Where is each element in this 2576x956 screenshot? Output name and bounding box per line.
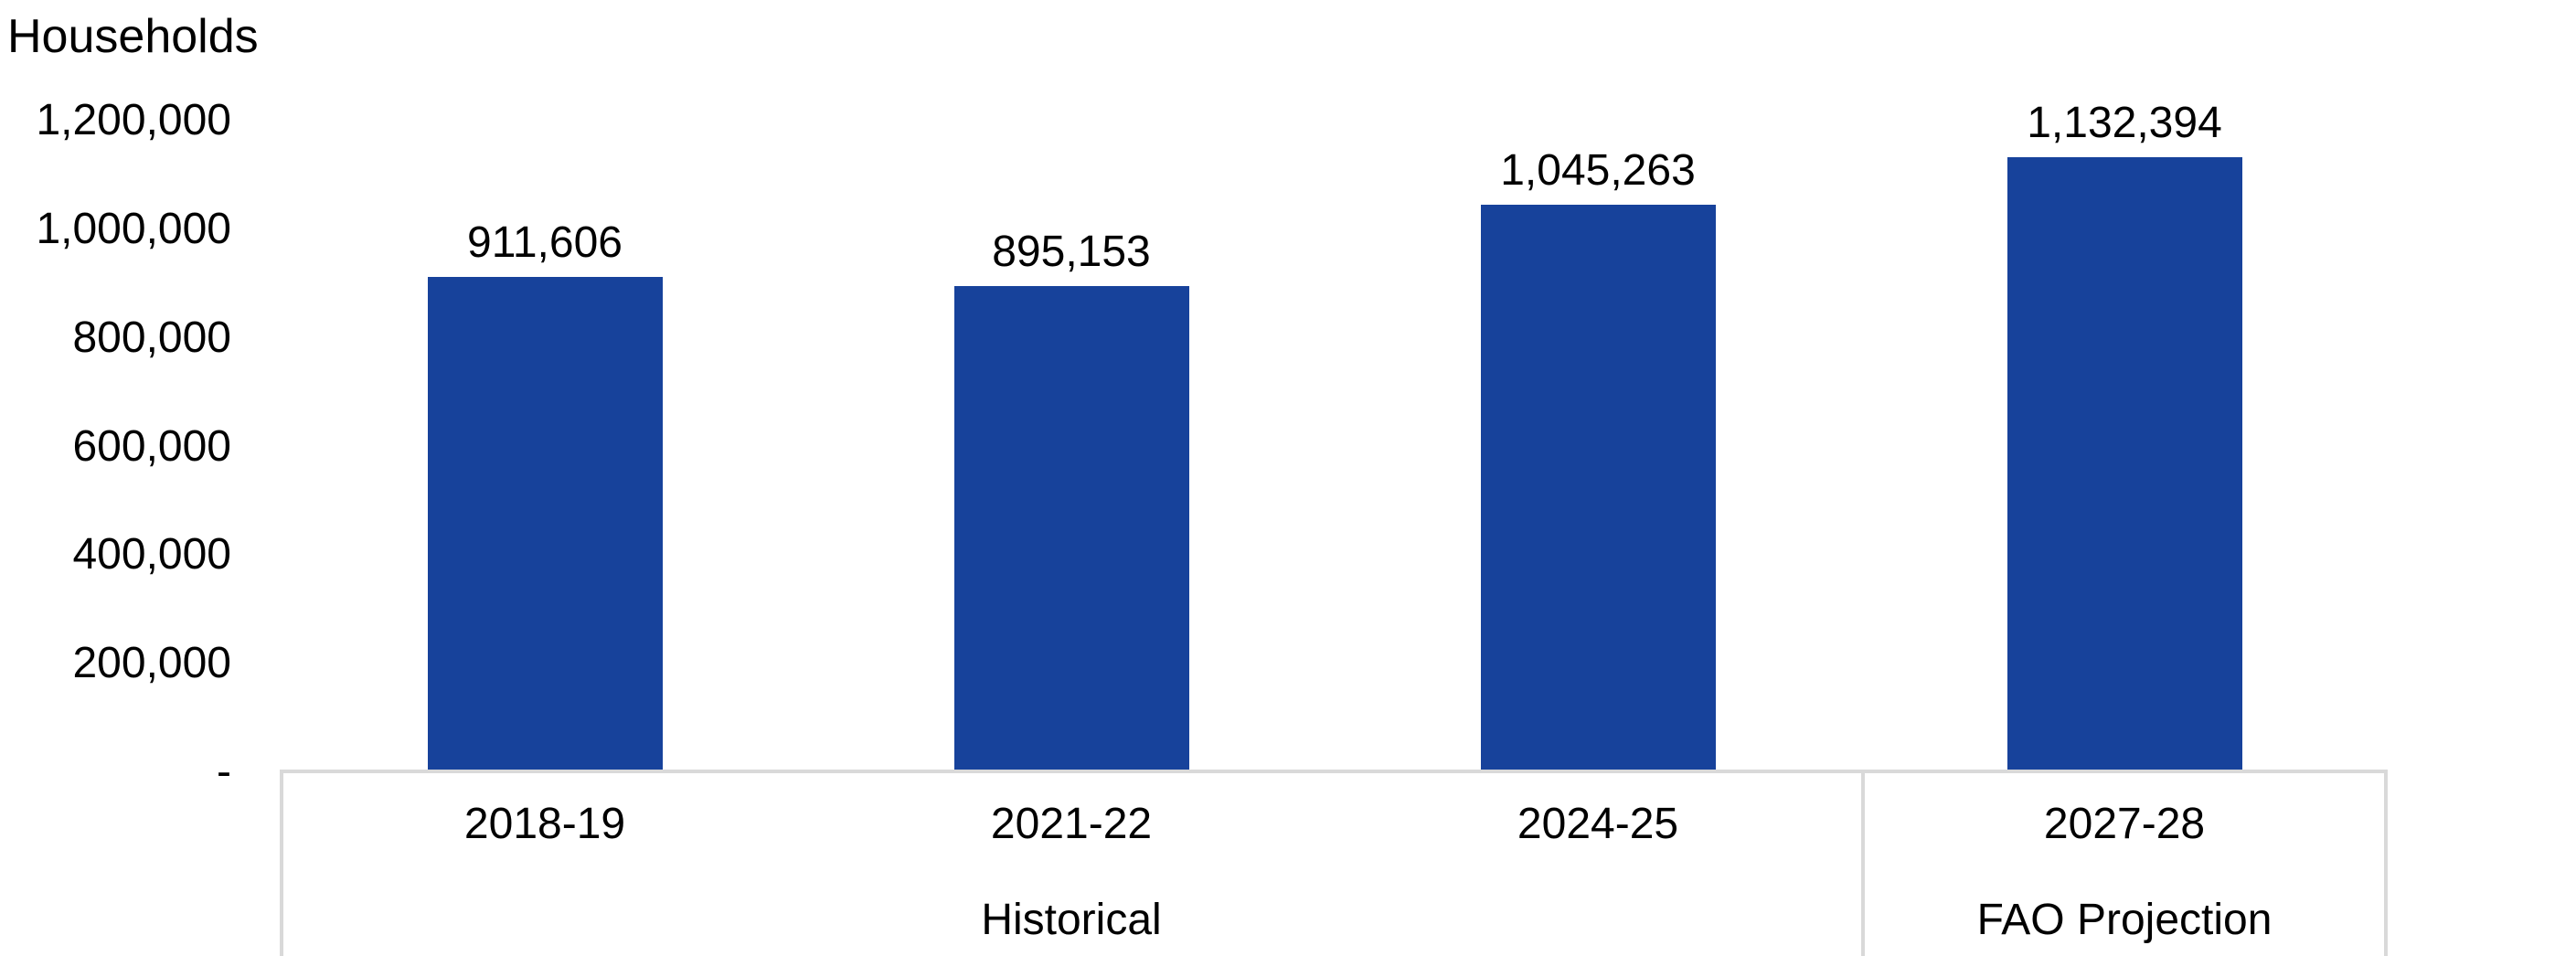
- x-axis-line: [280, 770, 2388, 773]
- bar-2024-25: [1481, 205, 1716, 772]
- x-axis-category-label: 2024-25: [1517, 800, 1679, 848]
- x-axis-category-label: 2021-22: [990, 800, 1153, 848]
- y-axis-tick-label: 400,000: [72, 530, 231, 579]
- bar-2027-28: [2007, 157, 2242, 772]
- bar-2018-19: [428, 277, 663, 772]
- bar-value-label: 1,045,263: [1500, 146, 1696, 195]
- y-axis-tick-label: 200,000: [72, 639, 231, 687]
- y-axis-tick-label: 1,000,000: [36, 205, 231, 253]
- category-table-border: [2384, 770, 2388, 956]
- bar-value-label: 1,132,394: [2027, 99, 2222, 147]
- bar-value-label: 895,153: [992, 228, 1151, 276]
- category-table-border: [280, 770, 283, 956]
- x-axis-group-label: FAO Projection: [1976, 896, 2273, 944]
- x-axis-group-label: Historical: [981, 896, 1162, 944]
- chart-title: Households: [7, 10, 259, 63]
- y-axis-tick-label: 1,200,000: [36, 96, 231, 144]
- bar-2021-22: [954, 286, 1189, 772]
- x-axis-category-label: 2018-19: [463, 800, 626, 848]
- y-axis-tick-label: 800,000: [72, 313, 231, 362]
- x-axis-category-label: 2027-28: [2043, 800, 2206, 848]
- y-axis-tick-label: 600,000: [72, 422, 231, 471]
- bar-value-label: 911,606: [467, 218, 623, 267]
- category-table-border: [1861, 770, 1865, 956]
- y-axis-tick-label: -: [217, 748, 231, 796]
